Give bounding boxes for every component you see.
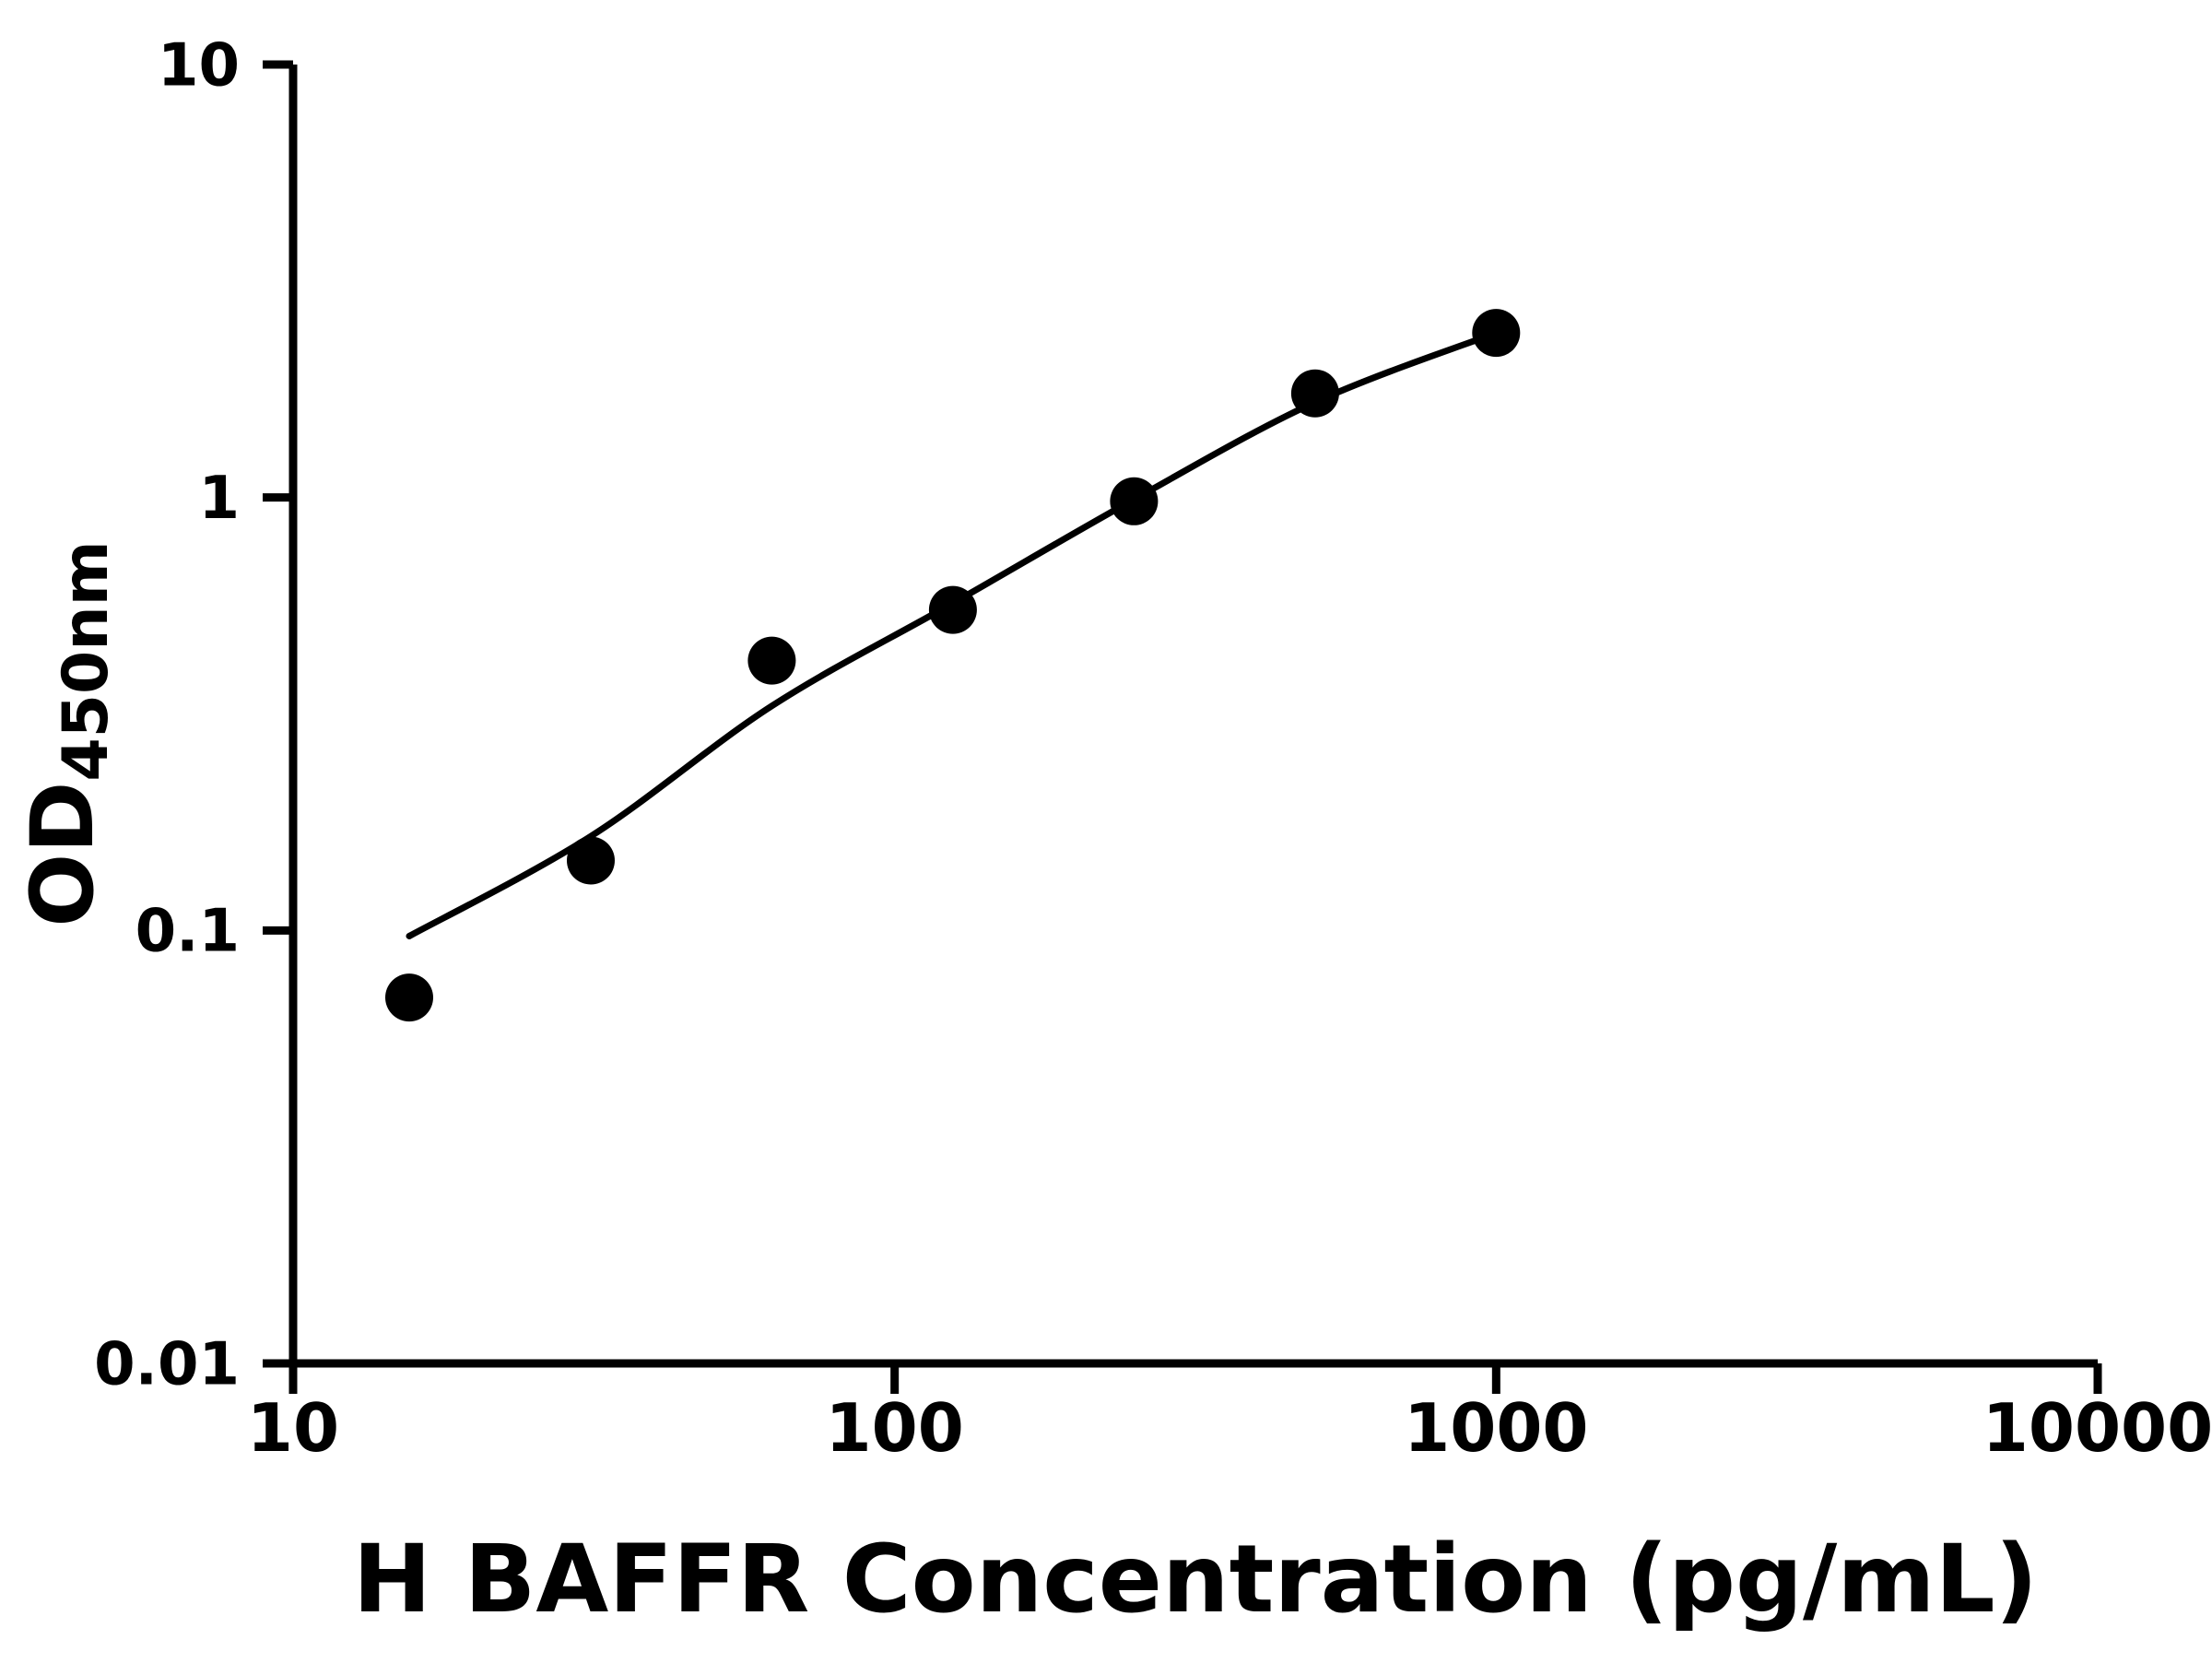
y-axis-title: OD450nm <box>13 540 123 926</box>
data-point <box>1110 477 1159 525</box>
x-tick-label: 10 <box>247 1389 339 1467</box>
y-tick-label: 1 <box>198 465 240 533</box>
data-point <box>567 836 615 885</box>
x-tick-label: 100 <box>826 1389 964 1467</box>
data-point <box>747 636 796 685</box>
y-tick-label: 0.1 <box>135 898 240 966</box>
x-tick-label: 1000 <box>1404 1389 1588 1467</box>
y-tick-label: 10 <box>158 31 240 100</box>
data-point <box>385 973 433 1022</box>
y-axis-title-base: OD <box>13 782 113 927</box>
data-point <box>1472 309 1521 358</box>
x-axis-title: H BAFFR Concentration (pg/mL) <box>353 1525 2038 1634</box>
data-point <box>928 585 977 634</box>
y-tick-label: 0.01 <box>94 1330 240 1398</box>
y-axis-title-subscript: 450nm <box>50 540 123 781</box>
data-point <box>1290 369 1339 418</box>
axis-spines <box>288 65 2098 1368</box>
data-points-group <box>385 309 1521 1022</box>
x-tick-label: 10000 <box>1983 1389 2212 1467</box>
